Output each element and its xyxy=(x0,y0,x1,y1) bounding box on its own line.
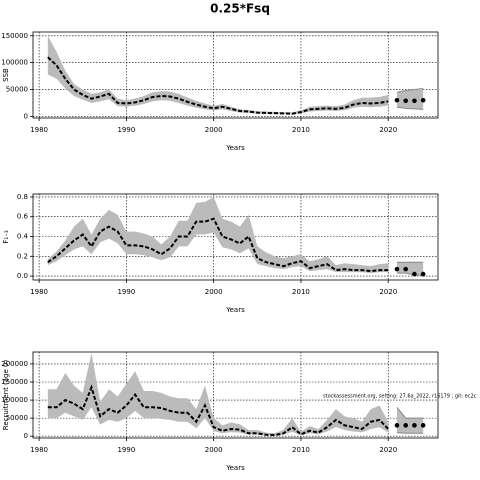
projection-point xyxy=(420,423,426,428)
plot-frame xyxy=(32,31,439,119)
y-tick-label: 0.2 xyxy=(17,252,28,260)
x-tick-label: 2000 xyxy=(205,288,223,296)
y-tick-label: 100000 xyxy=(1,59,28,67)
projection-point xyxy=(394,266,400,272)
y-tick-label: 100000 xyxy=(1,396,28,404)
y-tick-label: 0.8 xyxy=(17,193,28,201)
projection-point xyxy=(403,266,409,272)
y-tick-label: 0.6 xyxy=(17,213,29,221)
confidence-band xyxy=(47,35,389,115)
projection-point xyxy=(412,271,417,277)
projection-bound-line xyxy=(396,432,424,434)
x-axis-label: Years xyxy=(225,144,245,152)
estimate-line xyxy=(47,217,389,273)
projection-bound-line xyxy=(396,406,424,419)
x-tick-label: 2000 xyxy=(205,446,223,454)
projection-bound-line xyxy=(396,272,424,276)
confidence-band xyxy=(47,196,389,274)
projection-point xyxy=(412,423,417,428)
x-tick-label: 1980 xyxy=(30,126,48,134)
x-tick-label: 2020 xyxy=(379,126,397,134)
x-tick-label: 2010 xyxy=(292,126,310,134)
x-tick-label: 1990 xyxy=(117,288,135,296)
y-tick-label: 150000 xyxy=(1,32,28,40)
plot-frame xyxy=(32,351,439,439)
x-tick-label: 1980 xyxy=(30,446,48,454)
confidence-band xyxy=(47,353,389,436)
projection-point xyxy=(403,98,409,104)
figure-title: 0.25*Fsq xyxy=(210,2,270,16)
y-tick-label: 50000 xyxy=(6,86,28,94)
projection-point xyxy=(403,423,409,428)
y-axis-label: Recruitment (age 0) xyxy=(2,360,10,431)
y-tick-label: 0.0 xyxy=(17,272,28,280)
x-tick-label: 2010 xyxy=(292,288,310,296)
y-tick-label: 150000 xyxy=(1,378,28,386)
y-tick-label: 0 xyxy=(24,112,28,120)
y-axis-label: F₁₋₃ xyxy=(2,230,10,244)
x-tick-label: 1990 xyxy=(117,446,135,454)
projection-band xyxy=(396,407,424,434)
y-tick-label: 200000 xyxy=(1,360,28,368)
x-tick-label: 1980 xyxy=(30,288,48,296)
projection-point xyxy=(420,97,426,103)
annotation: stockassessment.org, setting: 27.6a_2022… xyxy=(323,394,477,400)
x-tick-label: 2010 xyxy=(292,446,310,454)
x-axis-label: Years xyxy=(225,306,245,314)
x-tick-label: 2000 xyxy=(205,126,223,134)
x-tick-label: 2020 xyxy=(379,446,397,454)
y-tick-label: 50000 xyxy=(6,414,28,422)
estimate-line xyxy=(47,384,389,437)
projection-band xyxy=(396,88,424,110)
projection-bound-line xyxy=(396,106,424,110)
y-tick-label: 0.4 xyxy=(17,233,29,241)
x-axis-label: Years xyxy=(225,464,245,472)
estimate-line xyxy=(47,56,389,115)
plot-frame xyxy=(32,193,439,281)
y-tick-label: 0 xyxy=(24,432,28,440)
x-tick-label: 1990 xyxy=(117,126,135,134)
x-tick-label: 2020 xyxy=(379,288,397,296)
projection-band xyxy=(396,262,424,276)
projection-bound-line xyxy=(396,87,424,93)
y-axis-label: SSB xyxy=(2,68,10,82)
projection-point xyxy=(394,97,400,103)
projection-point xyxy=(420,271,426,277)
projection-point xyxy=(412,98,417,104)
projection-point xyxy=(394,423,400,428)
